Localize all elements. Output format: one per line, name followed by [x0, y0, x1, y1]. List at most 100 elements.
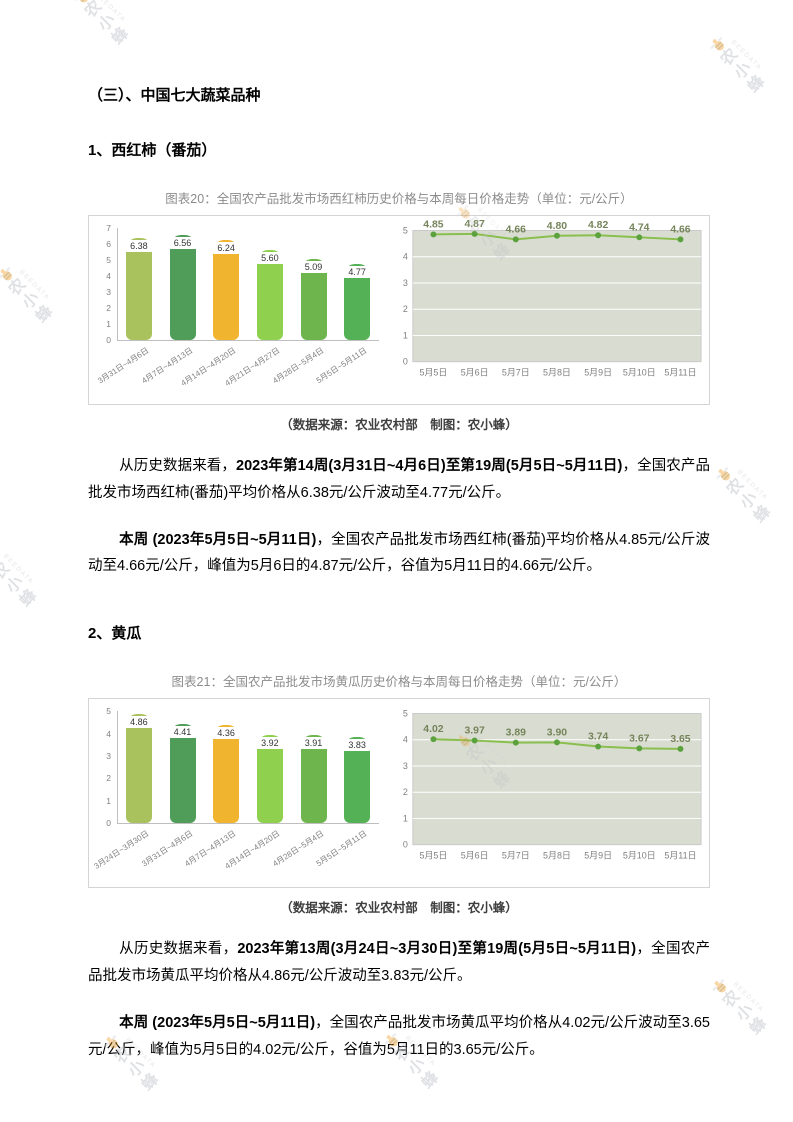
bar-value-label: 6.24 [212, 242, 241, 254]
svg-text:5月9日: 5月9日 [584, 851, 612, 861]
svg-text:4.85: 4.85 [423, 219, 443, 230]
y-axis-tick-label: 4 [106, 271, 111, 281]
x-axis-label: 5月5日~5月11日 [314, 345, 369, 386]
text: ，全国农产品批发市场黄瓜平均价格从4.02元/公斤波动至3.65元/公斤，峰值为… [88, 1014, 710, 1058]
svg-text:3.67: 3.67 [629, 734, 649, 745]
svg-text:5月5日: 5月5日 [420, 368, 448, 378]
svg-text:2: 2 [403, 787, 408, 797]
svg-text:4.82: 4.82 [588, 220, 608, 231]
svg-text:3.97: 3.97 [464, 726, 484, 737]
cucumber-heading: 2、黄瓜 [88, 625, 142, 643]
tomato-source-note: （数据来源：农业农村部 制图：农小蜂） [280, 418, 518, 432]
bar [169, 724, 196, 824]
svg-text:5月5日: 5月5日 [420, 851, 448, 861]
svg-text:1: 1 [403, 330, 408, 340]
watermark-sub: BEEDATA [731, 980, 766, 1014]
cucumber-history-paragraph: 从历史数据来看，2023年第13周(3月24日~3月30日)至第19周(5月5日… [88, 936, 710, 990]
svg-text:3.90: 3.90 [547, 728, 567, 739]
x-axis-label: 3月31日~4月6日 [139, 829, 194, 869]
y-axis-tick-label: 6 [106, 239, 111, 249]
bar [300, 735, 327, 824]
watermark: 农小蜂 BEEDATA [701, 27, 775, 101]
bar [213, 725, 240, 824]
bar-value-label: 3.91 [299, 737, 328, 750]
svg-text:5月7日: 5月7日 [502, 368, 530, 378]
svg-text:5月6日: 5月6日 [461, 368, 489, 378]
bar-value-label: 3.92 [255, 737, 284, 750]
cucumber-figure-title: 图表21：全国农产品批发市场黄瓜历史价格与本周每日价格走势（单位：元/公斤） [171, 675, 627, 690]
watermark-text: 农小蜂 BEEDATA [0, 269, 63, 332]
watermark: 农小蜂 BEEDATA [703, 969, 777, 1043]
svg-text:0: 0 [403, 357, 408, 367]
svg-text:5月10日: 5月10日 [623, 851, 656, 861]
text: 从历史数据来看， [119, 941, 238, 958]
text: ，全国农产品批发市场黄瓜平均价格从4.86元/公斤波动至3.83元/公斤。 [88, 941, 711, 985]
svg-text:5: 5 [403, 709, 408, 719]
bar-value-label: 4.36 [212, 727, 241, 740]
x-axis-label: 4月28日~5月4日 [270, 345, 325, 386]
bar [344, 737, 371, 824]
line-chart-svg: 0 1 2 3 4 5 4.02 5月5日 3.97 5月6日 3.89 5月7日 3.90 5月8日 3.… [403, 709, 702, 861]
svg-text:3: 3 [403, 761, 408, 771]
bee-icon [710, 37, 724, 51]
watermark-brand: 农小蜂 [715, 46, 768, 99]
text: ，全国农产品批发市场西红柿(番茄)平均价格从6.38元/公斤波动至4.77元/公… [88, 458, 711, 501]
svg-text:4.02: 4.02 [423, 724, 443, 735]
y-axis-tick-label: 5 [106, 255, 111, 265]
y-axis-tick-label: 3 [106, 287, 111, 297]
section-heading: （三）、中国七大蔬菜品种 [88, 87, 261, 104]
text: 从历史数据来看， [119, 458, 237, 474]
y-axis-tick-label: 1 [106, 319, 111, 329]
x-axis-label: 4月7日~4月13日 [139, 345, 194, 386]
text: ，全国农产品批发市场西红柿(番茄)平均价格从4.85元/公斤波动至4.66元/公… [88, 531, 710, 575]
bar [169, 235, 196, 340]
tomato-history-paragraph: 从历史数据来看，2023年第14周(3月31日~4月6日)至第19周(5月5日~… [88, 453, 710, 507]
watermark: 农小蜂 BEEDATA [707, 457, 781, 531]
bar-value-label: 3.83 [343, 739, 372, 752]
page-content: （三）、中国七大蔬菜品种 1、西红柿（番茄） 图表20：全国农产品批发市场西红柿… [88, 84, 710, 1078]
x-axis-label: 4月14日~4月20日 [223, 829, 282, 872]
svg-text:4.87: 4.87 [464, 219, 484, 230]
watermark-text: 农小蜂 BEEDATA [76, 0, 139, 54]
cucumber-weekly-line-chart: 0 1 2 3 4 5 4.02 5月5日 3.97 5月6日 3.89 5月7日 3.90 5月8日 3.… [389, 699, 709, 885]
watermark: 农小蜂 BEEDATA [65, 0, 139, 54]
y-axis-tick-label: 2 [106, 773, 111, 784]
cucumber-week-paragraph: 本周 (2023年5月5日~5月11日)，全国农产品批发市场黄瓜平均价格从4.0… [88, 1010, 710, 1064]
watermark-text: 农小蜂 BEEDATA [714, 981, 777, 1044]
line-chart-svg: 0 1 2 3 4 5 4.85 5月5日 4.87 5月6日 4.66 5月7日 4.80 5月8日 4.… [403, 219, 702, 378]
bar [125, 714, 152, 824]
bold-text: 本周 (2023年5月5日~5月11日) [119, 531, 317, 548]
y-axis-tick-label: 1 [106, 795, 111, 806]
watermark-text: 农小蜂 BEEDATA [718, 469, 781, 532]
bar [125, 238, 152, 340]
x-axis-line [117, 340, 379, 341]
svg-text:4.66: 4.66 [670, 224, 690, 235]
bold-text: 2023年第14周(3月31日~4月6日)至第19周(5月5日~5月11日) [236, 458, 623, 474]
svg-text:3.89: 3.89 [506, 728, 526, 739]
y-axis-tick-label: 3 [106, 751, 111, 762]
bold-text: 2023年第13周(3月24日~3月30日)至第19周(5月5日~5月11日) [237, 941, 637, 958]
x-axis-line [117, 823, 379, 825]
bar-value-label: 5.09 [299, 261, 328, 273]
watermark-brand: 农小蜂 [717, 988, 770, 1041]
watermark-text: 农小蜂 BEEDATA [712, 39, 775, 102]
tomato-weekly-line-chart: 0 1 2 3 4 5 4.85 5月5日 4.87 5月6日 4.66 5月7日 4.80 5月8日 4.… [389, 216, 709, 402]
y-axis-tick-label: 7 [106, 223, 111, 233]
svg-text:5月10日: 5月10日 [623, 368, 656, 378]
watermark: 农小蜂 BEEDATA [0, 257, 63, 331]
svg-text:5月6日: 5月6日 [461, 851, 489, 861]
watermark-sub: BEEDATA [17, 268, 52, 302]
svg-text:5月8日: 5月8日 [543, 368, 571, 378]
svg-text:2: 2 [403, 304, 408, 314]
bar-value-label: 4.86 [124, 716, 153, 729]
svg-text:4.80: 4.80 [547, 221, 567, 232]
watermark-brand: 农小蜂 [79, 0, 132, 51]
bar-value-label: 4.77 [343, 266, 372, 278]
x-axis-label: 4月7日~4月13日 [183, 829, 238, 869]
x-axis-label: 4月28日~5月4日 [270, 829, 325, 869]
svg-text:5月11日: 5月11日 [664, 368, 696, 378]
y-axis-tick-label: 0 [106, 335, 111, 345]
bar-value-label: 6.38 [124, 240, 153, 252]
bar [256, 735, 283, 824]
